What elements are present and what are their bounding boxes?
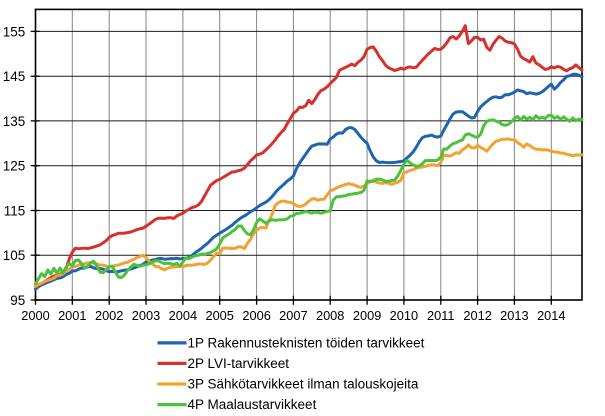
svg-text:2001: 2001 [58,308,86,323]
svg-text:145: 145 [3,69,26,84]
svg-text:2P LVI-tarvikkeet: 2P LVI-tarvikkeet [188,356,290,371]
svg-text:155: 155 [3,24,26,39]
svg-text:2007: 2007 [279,308,307,323]
svg-text:2012: 2012 [463,308,491,323]
svg-text:2009: 2009 [353,308,381,323]
svg-text:2008: 2008 [316,308,344,323]
svg-text:2011: 2011 [427,308,455,323]
svg-text:2000: 2000 [21,308,49,323]
svg-text:2006: 2006 [242,308,270,323]
svg-text:135: 135 [3,114,26,129]
svg-text:2014: 2014 [537,308,565,323]
svg-text:105: 105 [3,248,26,263]
svg-text:1P Rakennusteknisten töiden ta: 1P Rakennusteknisten töiden tarvikkeet [188,335,425,350]
svg-text:2002: 2002 [95,308,123,323]
svg-text:3P Sähkötarvikkeet ilman talou: 3P Sähkötarvikkeet ilman talouskojeita [188,376,419,391]
svg-text:4P Maalaustarvikkeet: 4P Maalaustarvikkeet [188,397,317,412]
svg-text:115: 115 [4,204,26,219]
svg-text:2003: 2003 [132,308,160,323]
svg-text:2010: 2010 [390,308,418,323]
svg-text:2005: 2005 [205,308,233,323]
svg-text:2004: 2004 [169,308,197,323]
svg-text:2013: 2013 [500,308,528,323]
svg-text:95: 95 [10,293,25,308]
svg-text:125: 125 [3,159,26,174]
